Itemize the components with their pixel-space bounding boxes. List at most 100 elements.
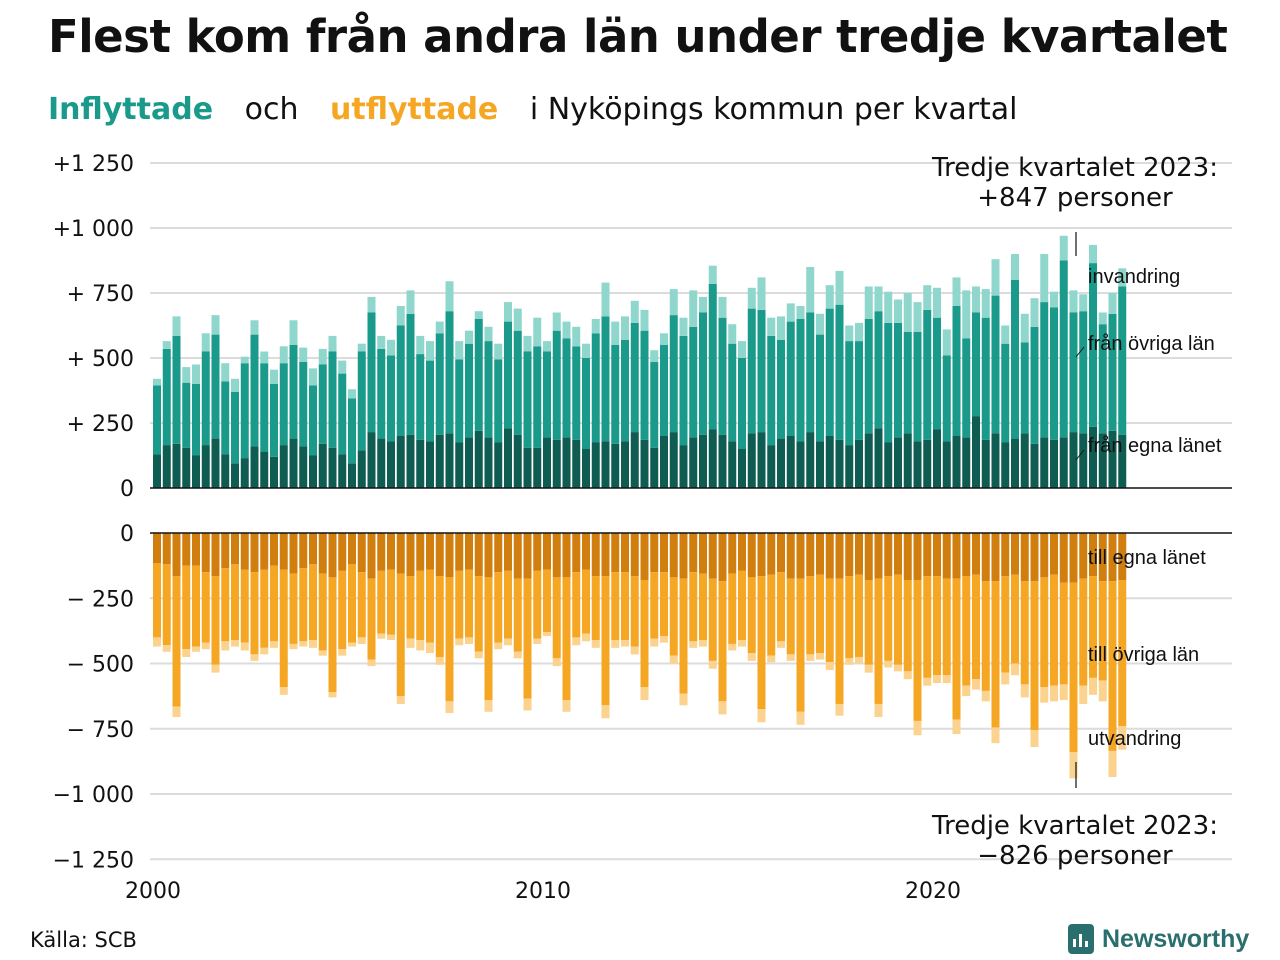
bar-inflow-segment (299, 446, 308, 488)
bar-inflow-segment (1001, 442, 1010, 488)
bar-outflow-segment (543, 569, 551, 633)
bar-outflow-segment (1118, 726, 1127, 750)
bar-inflow-segment (718, 317, 727, 435)
bar-outflow-segment (981, 581, 990, 691)
logo-text: Newsworthy (1102, 924, 1250, 953)
bar-inflow-segment (718, 296, 727, 318)
bar-outflow-segment (270, 641, 278, 648)
bar-outflow-segment (699, 640, 707, 647)
bar-outflow-segment (1040, 686, 1049, 703)
bar-outflow-segment (816, 533, 824, 575)
bar-inflow-segment (855, 439, 863, 488)
bar-inflow-segment (708, 265, 717, 284)
y-tick-label-outflow: −1 250 (53, 848, 134, 873)
bar-inflow-segment (933, 429, 941, 488)
bar-outflow-segment (201, 642, 210, 650)
bar-inflow-segment (1069, 312, 1078, 433)
bar-inflow-segment (260, 351, 269, 364)
bar-outflow-segment (416, 570, 425, 641)
bar-inflow-segment (874, 286, 883, 312)
bar-inflow-segment (270, 384, 278, 457)
bar-outflow-segment (933, 675, 941, 684)
bar-inflow-segment (942, 355, 951, 442)
bar-outflow-segment (884, 660, 893, 668)
bar-inflow-segment (172, 316, 181, 336)
bar-inflow-segment (621, 316, 629, 340)
bar-outflow-segment (942, 675, 951, 684)
bar-outflow-segment (621, 572, 629, 641)
bar-outflow-segment (855, 574, 863, 657)
bar-outflow-segment (923, 533, 932, 577)
bar-outflow-segment (1001, 533, 1010, 577)
bar-inflow-segment (952, 277, 961, 306)
y-tick-label-inflow: +1 250 (53, 152, 134, 177)
bar-outflow-segment (387, 634, 395, 641)
bar-outflow-segment (1079, 533, 1088, 579)
bar-inflow-segment (377, 335, 386, 349)
bar-outflow-segment (942, 533, 951, 579)
bar-outflow-segment (172, 576, 181, 707)
bar-outflow-segment (338, 533, 347, 571)
bar-outflow-segment (1108, 750, 1117, 778)
bar-inflow-segment (582, 449, 590, 488)
bar-outflow-segment (825, 662, 834, 671)
bar-inflow-segment (1118, 268, 1127, 287)
y-tick-label-inflow: + 250 (67, 412, 134, 437)
bar-inflow-segment (757, 309, 766, 433)
bar-outflow-segment (708, 533, 717, 579)
bar-inflow-segment (874, 428, 883, 488)
bar-inflow-segment (338, 360, 347, 374)
bar-outflow-segment (348, 642, 356, 647)
bar-inflow-segment (552, 312, 561, 331)
bar-outflow-segment (504, 533, 512, 571)
bar-inflow-segment (991, 295, 1000, 434)
bar-outflow-segment (884, 576, 893, 661)
bar-outflow-segment (738, 640, 746, 647)
bar-outflow-segment (816, 574, 824, 654)
bar-outflow-segment (933, 576, 941, 676)
bar-outflow-segment (533, 570, 542, 639)
bar-inflow-segment (1059, 260, 1068, 438)
bar-outflow-segment (718, 533, 727, 582)
bar-inflow-segment (786, 436, 795, 488)
bar-inflow-segment (933, 287, 941, 318)
bar-inflow-segment (981, 317, 990, 440)
bar-outflow-segment (708, 660, 717, 669)
bar-inflow-segment (991, 259, 1000, 296)
bar-outflow-segment (767, 655, 776, 663)
bar-outflow-segment (708, 578, 717, 661)
bar-outflow-segment (825, 578, 834, 663)
bar-inflow-segment (231, 378, 239, 392)
bar-inflow-segment (435, 321, 444, 334)
bar-inflow-segment (153, 454, 161, 488)
bar-outflow-segment (942, 578, 951, 676)
bar-outflow-segment (767, 533, 776, 575)
bar-inflow-segment (367, 312, 376, 433)
bar-inflow-segment (299, 361, 308, 447)
bar-inflow-segment (582, 343, 590, 358)
bar-outflow-segment (455, 638, 464, 646)
bar-outflow-segment (221, 533, 230, 569)
bar-inflow-segment (240, 356, 249, 364)
bar-inflow-segment (1089, 263, 1097, 427)
bar-inflow-segment (318, 364, 327, 444)
bar-inflow-segment (455, 359, 464, 443)
bar-outflow-segment (494, 642, 503, 650)
bar-inflow-segment (1011, 280, 1019, 439)
bar-outflow-segment (796, 711, 805, 725)
bar-outflow-segment (786, 578, 795, 655)
bar-outflow-segment (621, 640, 629, 647)
bar-inflow-segment (270, 456, 278, 488)
bar-outflow-segment (650, 572, 659, 639)
bar-inflow-segment (484, 437, 493, 488)
bar-inflow-segment (387, 441, 395, 488)
bar-inflow-segment (572, 326, 581, 347)
bar-outflow-segment (328, 692, 337, 698)
bar-inflow-segment (406, 290, 415, 314)
bar-outflow-segment (855, 533, 863, 575)
bar-inflow-segment (689, 437, 698, 488)
bar-inflow-segment (231, 391, 239, 464)
bar-inflow-segment (669, 315, 678, 433)
subtitle-inflyttade: Inflyttade (48, 92, 214, 127)
bar-inflow-segment (640, 330, 649, 440)
